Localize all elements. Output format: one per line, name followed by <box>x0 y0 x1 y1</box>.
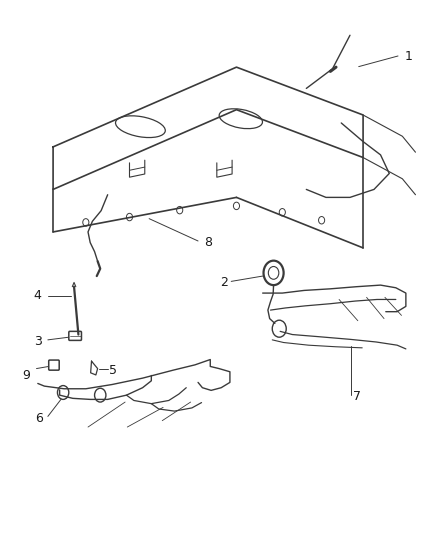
Text: 4: 4 <box>34 289 42 302</box>
Text: 7: 7 <box>353 390 360 403</box>
Text: 5: 5 <box>110 364 117 377</box>
Text: 9: 9 <box>22 369 30 382</box>
Text: 1: 1 <box>405 50 413 63</box>
Text: 3: 3 <box>34 335 42 349</box>
Text: 6: 6 <box>35 411 43 424</box>
Text: 8: 8 <box>204 236 212 249</box>
Text: 2: 2 <box>220 276 228 289</box>
